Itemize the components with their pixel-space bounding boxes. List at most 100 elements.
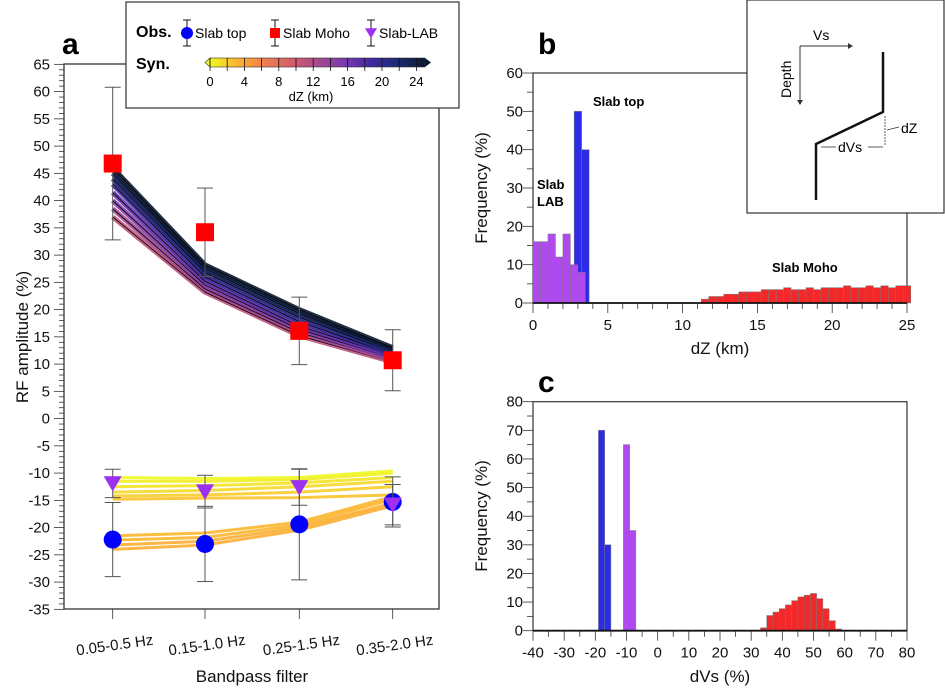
bar-slab-moho bbox=[766, 615, 774, 631]
y-tick-label-a: -10 bbox=[28, 465, 50, 482]
bar-slab-moho bbox=[865, 285, 874, 304]
inset-depth-label: Depth bbox=[778, 61, 794, 98]
bar-slab-moho bbox=[760, 289, 769, 304]
bar-slab-moho bbox=[828, 620, 836, 631]
y-tick-label-a: 65 bbox=[33, 56, 50, 73]
bar-slab-moho bbox=[775, 289, 784, 304]
inset-vs-label: Vs bbox=[813, 27, 829, 43]
x-axis-label-b: dZ (km) bbox=[691, 339, 750, 358]
x-tick-label: 10 bbox=[680, 645, 697, 662]
annotation-slab-moho: Slab Moho bbox=[772, 260, 838, 275]
colorbar-label: dZ (km) bbox=[289, 89, 334, 104]
x-tick-label: -30 bbox=[553, 645, 575, 662]
y-tick-label-a: 50 bbox=[33, 138, 50, 155]
synthetic-moho-line bbox=[110, 166, 394, 351]
synthetic-moho-line bbox=[110, 171, 394, 353]
synthetic-moho-line-outline bbox=[112, 167, 393, 349]
y-tick-label-a: -25 bbox=[28, 547, 50, 564]
y-axis-label-a: RF amplitude (%) bbox=[13, 271, 32, 403]
inset-box bbox=[746, 0, 945, 214]
x-tick-label: 5 bbox=[604, 317, 612, 334]
bar-slab-moho bbox=[816, 598, 824, 631]
bar-slab-moho bbox=[835, 287, 844, 304]
bar-slab-lab bbox=[562, 233, 571, 304]
legend-entry-label: Slab Moho bbox=[283, 25, 350, 41]
bar-slab-moho bbox=[858, 287, 867, 304]
obs-point-slab-lab bbox=[196, 484, 214, 500]
y-tick-label-a: 55 bbox=[33, 111, 50, 128]
bar-slab-moho bbox=[778, 608, 786, 631]
obs-point-slab-lab bbox=[383, 497, 402, 513]
panel-a: a 65605550454035302520151050-5-10-15-20-… bbox=[13, 1, 460, 686]
bar-slab-moho bbox=[820, 287, 829, 304]
x-tick-label: -10 bbox=[616, 645, 638, 662]
colorbar-tick-label: 20 bbox=[375, 74, 389, 89]
bar-slab-moho bbox=[810, 593, 817, 631]
y-tick-label: 50 bbox=[506, 480, 523, 497]
y-tick-label-a: 60 bbox=[33, 84, 50, 101]
bar-slab-moho bbox=[843, 285, 852, 304]
y-tick-label: 0 bbox=[515, 295, 523, 312]
synthetic-moho-line-outline bbox=[112, 192, 393, 357]
x-axis-label-a: Bandpass filter bbox=[196, 667, 309, 686]
x-tick-label: -40 bbox=[522, 645, 544, 662]
bar-slab-lab bbox=[540, 241, 549, 304]
synthetic-moho-line-outline bbox=[112, 178, 393, 353]
synthetic-lab-line bbox=[112, 469, 393, 481]
panel-label-a: a bbox=[62, 28, 79, 61]
bar-slab-moho bbox=[783, 287, 792, 304]
legend: Obs. Syn. Slab top Slab Moho Slab-LAB 0 4 8 1… bbox=[125, 1, 460, 109]
plot-frame-c bbox=[532, 401, 908, 632]
y-tick-label-a: 25 bbox=[33, 274, 50, 291]
synthetic-top-line bbox=[112, 501, 394, 547]
x-tick-label: -20 bbox=[584, 645, 606, 662]
bar-slab-moho bbox=[745, 291, 754, 304]
bar-slab-moho bbox=[753, 291, 762, 304]
obs-point-slab-top bbox=[196, 534, 214, 553]
synthetic-top-line bbox=[112, 504, 394, 551]
synthetic-top-line bbox=[112, 497, 394, 542]
y-tick-label-a: 30 bbox=[33, 247, 50, 264]
y-axis-label-b: Frequency (%) bbox=[472, 132, 491, 243]
bar-slab-moho bbox=[708, 296, 717, 304]
x-tick-label: 60 bbox=[836, 645, 853, 662]
x-tick-label: 80 bbox=[899, 645, 916, 662]
synthetic-moho-line-outline bbox=[112, 216, 393, 363]
legend-box bbox=[125, 1, 460, 109]
bar-slab-moho bbox=[772, 611, 780, 631]
legend-marker-square-icon bbox=[270, 28, 280, 38]
bar-slab-moho bbox=[730, 293, 739, 304]
synthetic-moho-line bbox=[110, 177, 394, 355]
y-tick-label: 60 bbox=[506, 65, 523, 82]
bar-slab-moho bbox=[880, 285, 889, 304]
bar-slab-lab bbox=[629, 530, 637, 631]
y-tick-label-a: -30 bbox=[28, 574, 50, 591]
x-tick-label-a: 0.25-1.5 Hz bbox=[262, 632, 341, 660]
bar-slab-moho bbox=[850, 287, 859, 304]
bar-slab-lab bbox=[570, 264, 579, 304]
bar-slab-moho bbox=[791, 600, 799, 631]
y-axis-label-c: Frequency (%) bbox=[472, 460, 491, 571]
dz-pointer bbox=[886, 126, 900, 131]
annotation-slab-lab: Slab LAB bbox=[537, 177, 565, 209]
y-tick-label: 0 bbox=[515, 623, 523, 640]
bar-slab-lab bbox=[623, 444, 630, 631]
y-tick-label-a: -20 bbox=[28, 520, 50, 537]
y-tick-label: 30 bbox=[506, 537, 523, 554]
legend-obs-label: Obs. bbox=[136, 24, 172, 41]
x-tick-label: 30 bbox=[743, 645, 760, 662]
y-tick-label-a: 10 bbox=[33, 356, 50, 373]
velocity-profile bbox=[814, 52, 885, 200]
x-tick-label: 25 bbox=[899, 317, 916, 334]
y-tick-label-a: 35 bbox=[33, 220, 50, 237]
legend-entry-label: Slab-LAB bbox=[379, 25, 438, 41]
bar-slab-lab bbox=[577, 272, 586, 304]
obs-point-slab-lab bbox=[103, 476, 122, 492]
x-tick-label: 50 bbox=[805, 645, 822, 662]
synthetic-lab-line bbox=[112, 493, 393, 501]
x-tick-label-a: 0.35-2.0 Hz bbox=[355, 632, 434, 660]
y-tick-label: 20 bbox=[506, 565, 523, 582]
inset-diagram: Vs Depth dZ dVs bbox=[746, 0, 945, 214]
